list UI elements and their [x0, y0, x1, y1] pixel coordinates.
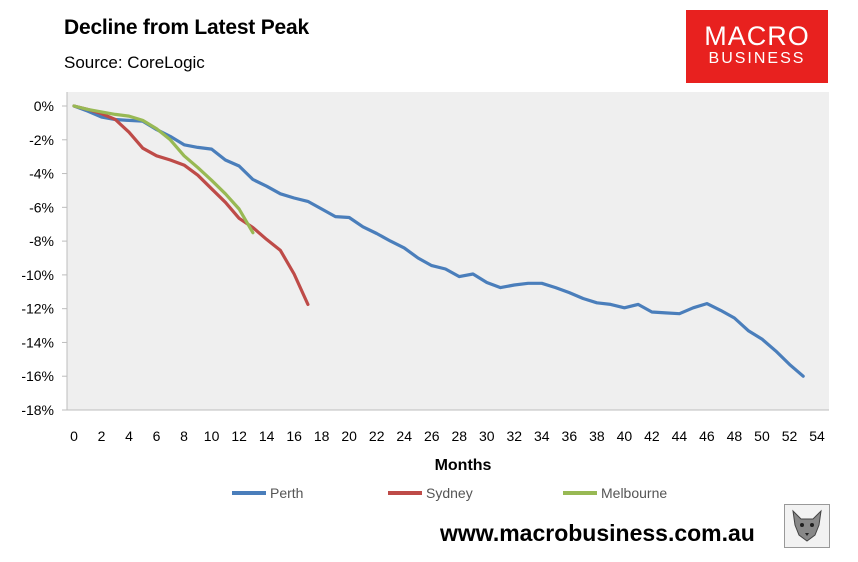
y-tick-label: -8% [29, 233, 54, 249]
x-tick-label: 42 [644, 428, 660, 444]
x-tick-label: 10 [204, 428, 220, 444]
x-tick-label: 54 [809, 428, 825, 444]
x-tick-label: 48 [727, 428, 743, 444]
x-tick-label: 24 [396, 428, 412, 444]
x-tick-label: 26 [424, 428, 440, 444]
y-tick-label: -2% [29, 132, 54, 148]
legend-item-melbourne: Melbourne [563, 485, 667, 501]
x-tick-label: 40 [617, 428, 633, 444]
series-line-sydney [72, 104, 310, 306]
y-axis: 0% -2% -4% -6% -8% -10% -12% -14% -16% -18% [21, 92, 68, 418]
legend-label: Perth [270, 485, 304, 501]
x-tick-label: 12 [231, 428, 247, 444]
x-tick-label: 0 [70, 428, 78, 444]
x-tick-label: 36 [562, 428, 578, 444]
wolf-logo-icon [784, 504, 830, 548]
x-tick-label: 34 [534, 428, 550, 444]
x-tick-label: 28 [451, 428, 467, 444]
chart-title: Decline from Latest Peak [64, 16, 309, 39]
x-tick-label: 16 [286, 428, 302, 444]
legend-label: Sydney [426, 485, 473, 501]
x-tick-label: 20 [341, 428, 357, 444]
series-lines [72, 104, 805, 378]
legend-item-sydney: Sydney [388, 485, 473, 501]
x-axis-label: Months [435, 457, 492, 474]
series-line-melbourne [72, 104, 255, 235]
footer-url: www.macrobusiness.com.au [440, 520, 755, 546]
macrobusiness-logo: MACRO BUSINESS [686, 10, 828, 83]
x-tick-label: 14 [259, 428, 275, 444]
logo-line-1: MACRO [704, 21, 810, 51]
x-tick-label: 6 [153, 428, 161, 444]
x-tick-label: 2 [98, 428, 106, 444]
y-tick-label: -14% [21, 334, 54, 350]
y-tick-label: -6% [29, 199, 54, 215]
x-tick-label: 8 [180, 428, 188, 444]
plot-area [67, 92, 829, 410]
legend-swatch [388, 491, 422, 495]
x-axis: 0 2 4 6 8 10 12 14 16 18 20 22 24 26 28 30 32 34 36 38 40 42 4… [67, 409, 829, 444]
y-tick-label: -10% [21, 267, 54, 283]
x-tick-label: 38 [589, 428, 605, 444]
x-tick-label: 46 [699, 428, 715, 444]
logo-line-2: BUSINESS [708, 50, 806, 67]
x-tick-label: 18 [314, 428, 330, 444]
y-tick-label: 0% [34, 98, 54, 114]
y-tick-label: -4% [29, 166, 54, 182]
x-tick-label: 22 [369, 428, 385, 444]
legend-swatch [232, 491, 266, 495]
x-tick-label: 32 [507, 428, 523, 444]
y-tick-label: -12% [21, 301, 54, 317]
series-line-perth [72, 104, 805, 378]
y-tick-label: -16% [21, 368, 54, 384]
x-tick-label: 50 [754, 428, 770, 444]
x-tick-label: 52 [782, 428, 798, 444]
x-tick-label: 44 [672, 428, 688, 444]
y-tick-label: -18% [21, 402, 54, 418]
legend-swatch [563, 491, 597, 495]
chart-source: Source: CoreLogic [64, 53, 205, 72]
x-tick-label: 4 [125, 428, 133, 444]
legend-item-perth: Perth [232, 485, 303, 501]
x-tick-label: 30 [479, 428, 495, 444]
legend-label: Melbourne [601, 485, 668, 501]
